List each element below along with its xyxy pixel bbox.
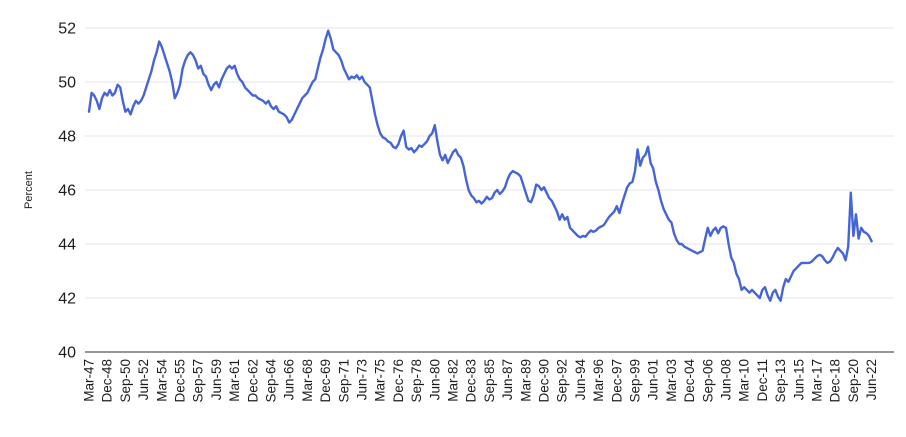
x-tick-label: Mar-82	[446, 359, 461, 402]
y-tick-label: 50	[58, 75, 76, 92]
x-tick-label: Mar-47	[82, 359, 97, 402]
x-tick-label: Dec-48	[100, 359, 115, 403]
x-tick-label: Sep-20	[846, 359, 861, 403]
x-tick-label: Dec-76	[391, 359, 406, 403]
x-tick-label: Dec-90	[537, 359, 552, 403]
x-tick-label: Jun-66	[282, 359, 297, 400]
x-tick-label: Mar-96	[591, 359, 606, 402]
x-tick-label: Sep-85	[482, 359, 497, 403]
x-tick-label: Jun-01	[646, 359, 661, 400]
x-tick-label: Sep-64	[264, 359, 279, 403]
x-tick-label: Mar-68	[300, 359, 315, 402]
y-tick-label: 44	[58, 237, 76, 254]
x-tick-label: Sep-13	[773, 359, 788, 403]
x-tick-label: Mar-10	[737, 359, 752, 402]
x-tick-label: Mar-17	[810, 359, 825, 402]
x-tick-label: Sep-50	[118, 359, 133, 403]
x-tick-label: Dec-11	[755, 359, 770, 402]
data-series-line	[87, 29, 873, 302]
x-tick-label: Sep-06	[700, 359, 715, 403]
x-tick-label: Mar-03	[664, 359, 679, 402]
x-tick-label: Dec-97	[609, 359, 624, 403]
x-tick-label: Dec-62	[245, 359, 260, 403]
x-tick-label: Sep-78	[409, 359, 424, 403]
x-tick-label: Sep-57	[191, 359, 206, 403]
x-tick-label: Sep-99	[628, 359, 643, 403]
x-tick-label: Mar-89	[518, 359, 533, 402]
x-tick-label: Dec-83	[464, 359, 479, 403]
y-tick-label: 40	[58, 345, 76, 362]
x-tick-label: Jun-59	[209, 359, 224, 400]
x-tick-label: Dec-18	[828, 359, 843, 403]
x-tick-label: Jun-87	[500, 359, 515, 400]
x-tick-label: Jun-22	[864, 359, 879, 400]
y-tick-label: 42	[58, 291, 76, 308]
x-tick-label: Dec-69	[318, 359, 333, 403]
x-tick-label: Sep-92	[555, 359, 570, 403]
x-tick-label: Jun-80	[427, 359, 442, 400]
x-tick-label: Dec-55	[173, 359, 188, 403]
x-tick-label: Jun-52	[136, 359, 151, 400]
y-tick-label: 52	[58, 21, 76, 38]
x-tick-label: Sep-71	[336, 359, 351, 403]
x-tick-label: Dec-04	[682, 359, 697, 403]
x-tick-label: Mar-54	[154, 359, 169, 402]
x-tick-label: Jun-94	[573, 359, 588, 401]
x-tick-label: Jun-15	[791, 359, 806, 400]
x-tick-label: Mar-75	[373, 359, 388, 402]
x-tick-label: Jun-73	[355, 359, 370, 400]
y-tick-label: 46	[58, 183, 76, 200]
y-tick-label: 48	[58, 129, 76, 146]
x-tick-label: Jun-08	[719, 359, 734, 400]
x-tick-label: Mar-61	[227, 359, 242, 402]
